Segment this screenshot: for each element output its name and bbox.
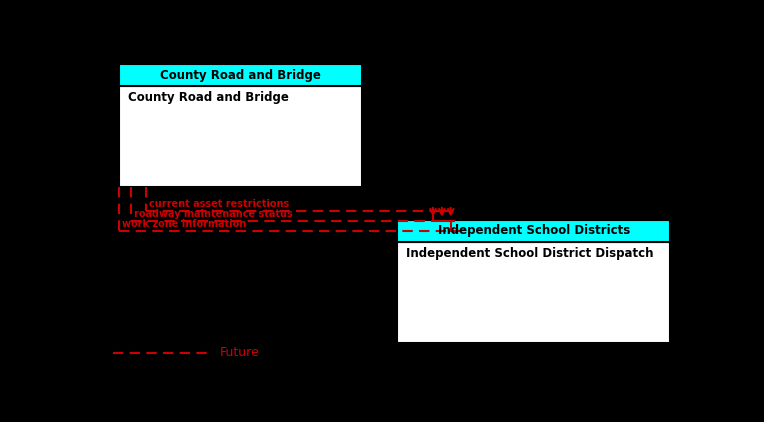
Text: roadway maintenance status: roadway maintenance status: [134, 209, 293, 219]
Text: County Road and Bridge: County Road and Bridge: [128, 91, 289, 104]
Text: County Road and Bridge: County Road and Bridge: [160, 68, 321, 81]
Text: work zone information: work zone information: [122, 219, 247, 229]
Text: Independent School District Dispatch: Independent School District Dispatch: [406, 247, 654, 260]
Bar: [119, 64, 362, 87]
Bar: [397, 219, 670, 242]
Text: Future: Future: [220, 346, 260, 360]
Text: Independent School Districts: Independent School Districts: [438, 225, 630, 238]
Bar: [119, 87, 362, 187]
Bar: [397, 242, 670, 343]
Text: current asset restrictions: current asset restrictions: [149, 199, 289, 209]
